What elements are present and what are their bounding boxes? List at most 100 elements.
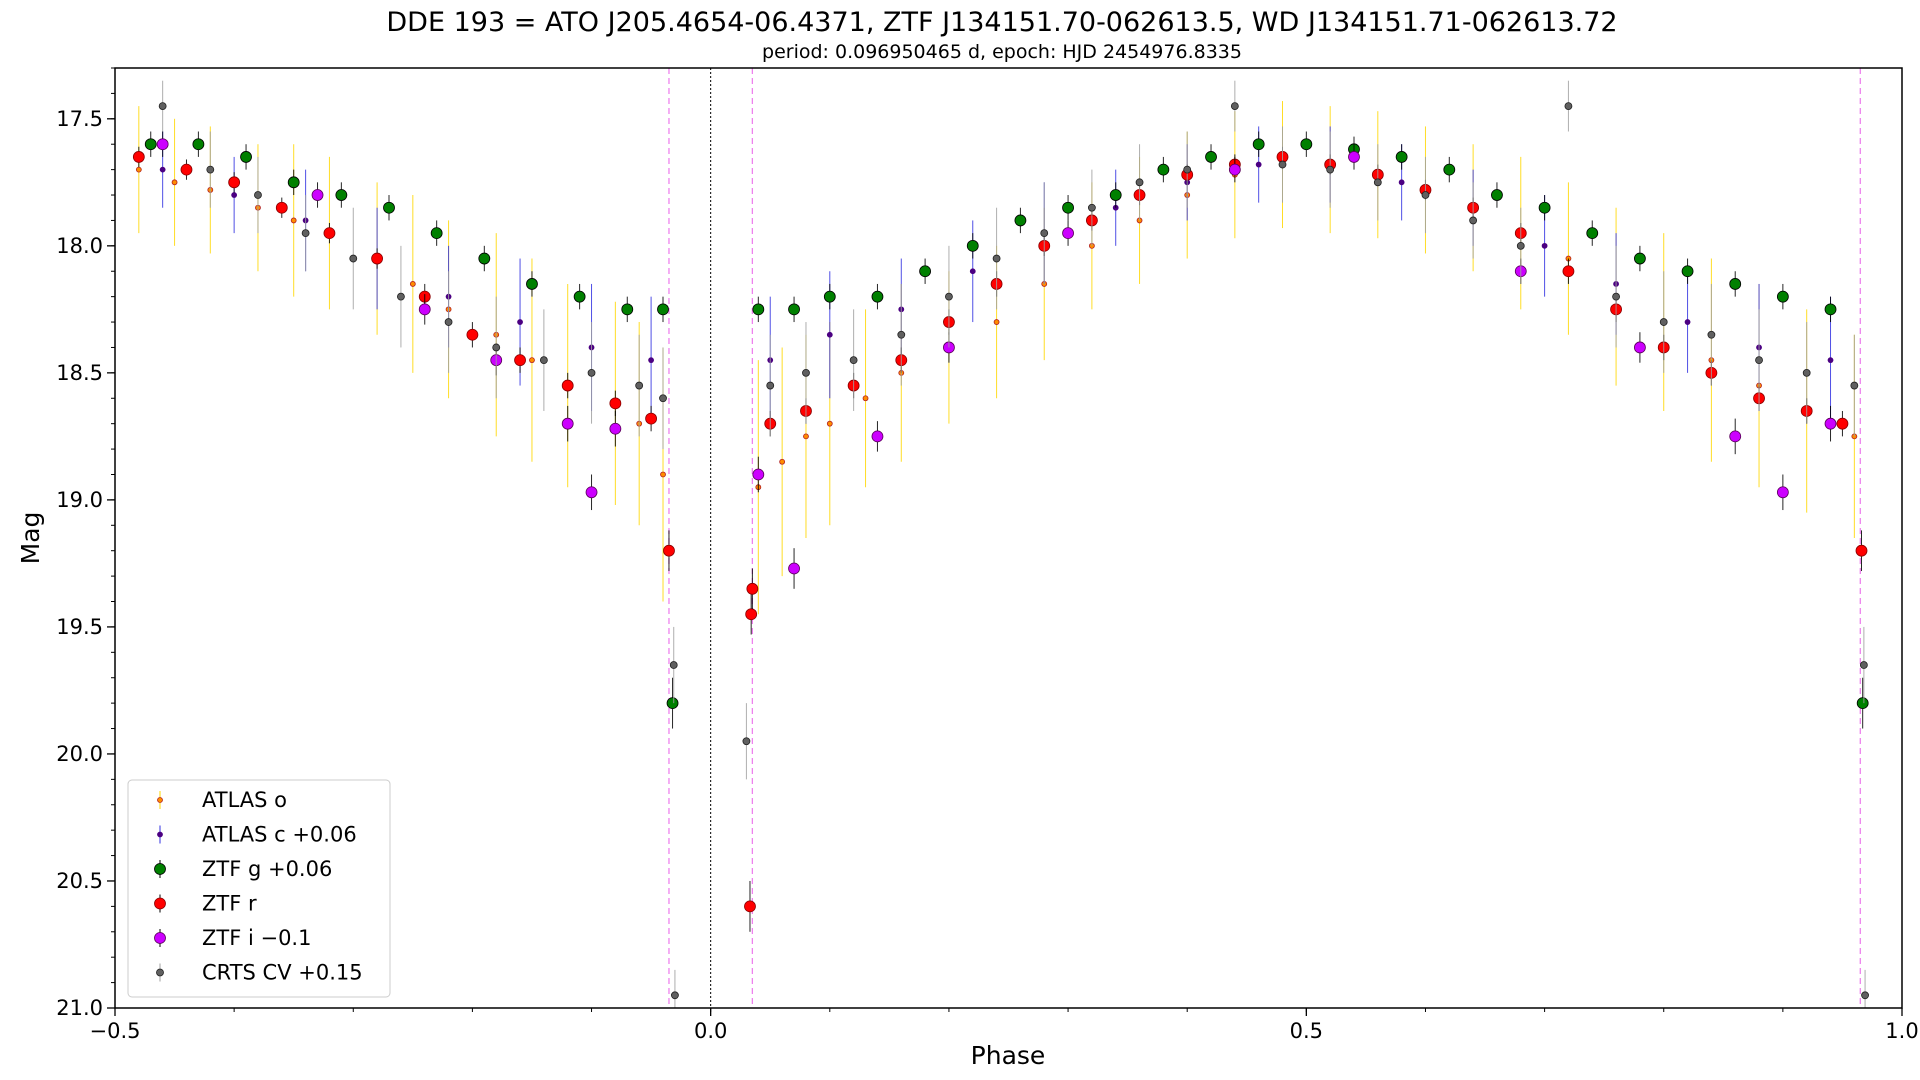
- data-point: [849, 356, 858, 365]
- data-point: [573, 290, 586, 303]
- data-point: [666, 697, 679, 710]
- data-point: [1856, 697, 1869, 710]
- data-point: [1634, 252, 1646, 265]
- data-point: [742, 737, 751, 746]
- data-point: [323, 227, 336, 240]
- data-point: [492, 343, 501, 352]
- data-point: [335, 189, 348, 201]
- data-point: [1491, 189, 1503, 201]
- data-point: [301, 229, 310, 238]
- x-tick-label: 1.0: [1885, 1019, 1918, 1043]
- data-point: [660, 471, 666, 478]
- data-point: [992, 254, 1001, 263]
- data-point: [1755, 356, 1763, 365]
- y-tick-label: 20.5: [56, 869, 103, 893]
- legend-entry: ZTF g +0.06: [154, 857, 332, 881]
- data-point: [1062, 227, 1074, 240]
- data-point: [862, 395, 869, 402]
- legend-entry: ZTF r: [154, 892, 257, 916]
- y-tick-label: 21.0: [56, 996, 103, 1020]
- data-point: [397, 292, 405, 301]
- data-point: [1861, 991, 1869, 1000]
- data-point: [788, 303, 800, 316]
- data-point: [409, 281, 416, 287]
- data-point: [1087, 203, 1096, 212]
- data-point: [746, 582, 759, 595]
- data-point: [349, 254, 358, 263]
- data-point: [1776, 486, 1789, 499]
- data-point: [132, 151, 145, 163]
- legend-marker: [154, 932, 166, 944]
- data-point: [1183, 165, 1192, 174]
- data-point: [1802, 368, 1811, 377]
- data-point: [1541, 242, 1548, 249]
- legend-entry: CRTS CV +0.15: [156, 961, 363, 985]
- data-point: [311, 189, 324, 201]
- data-point: [1586, 227, 1599, 240]
- data-point: [275, 201, 288, 214]
- legend-marker: [154, 863, 166, 875]
- data-point: [752, 468, 765, 481]
- data-point: [1395, 151, 1408, 163]
- x-axis-ticks: −0.5 0.0 0.5 1.0: [90, 1008, 1919, 1043]
- data-point: [1684, 319, 1691, 325]
- series-group: [144, 131, 1869, 729]
- data-point: [1373, 178, 1382, 187]
- data-point: [823, 290, 836, 303]
- data-point: [371, 252, 383, 265]
- plot-area: [114, 67, 1903, 1009]
- data-point: [478, 252, 491, 265]
- data-point: [1443, 163, 1456, 176]
- data-point: [156, 138, 169, 151]
- data-point: [659, 394, 667, 403]
- data-point: [254, 191, 262, 199]
- data-point: [1681, 265, 1694, 278]
- legend-entry: ATLAS o: [157, 788, 287, 812]
- data-point: [993, 319, 1000, 325]
- data-point: [1278, 160, 1287, 169]
- data-point: [231, 192, 238, 198]
- data-point: [657, 303, 669, 316]
- data-point: [1157, 163, 1170, 176]
- data-point: [919, 265, 932, 278]
- data-point: [1300, 138, 1313, 151]
- data-point: [1659, 318, 1668, 326]
- data-point: [752, 303, 765, 316]
- data-point: [744, 900, 756, 913]
- legend-label: ZTF r: [202, 892, 257, 916]
- data-point: [1469, 216, 1478, 225]
- data-point: [228, 176, 241, 189]
- data-point: [135, 166, 142, 173]
- data-point: [1205, 151, 1217, 163]
- data-point: [1348, 151, 1360, 163]
- y-tick-label: 20.0: [56, 742, 103, 766]
- data-point: [871, 290, 884, 303]
- series-group: [132, 146, 1868, 932]
- y-tick-label: 19.0: [56, 488, 103, 512]
- data-point: [871, 430, 884, 443]
- chart-title: DDE 193 = ATO J205.4654-06.4371, ZTF J13…: [386, 7, 1617, 38]
- legend: ATLAS o ATLAS c +0.06 ZTF g +0.06 ZTF r ZTF …: [127, 779, 391, 998]
- y-tick-label: 17.5: [56, 107, 103, 131]
- data-point: [1836, 417, 1849, 430]
- legend-label: CRTS CV +0.15: [202, 961, 363, 985]
- data-point: [645, 412, 657, 425]
- data-point: [1564, 102, 1573, 111]
- data-point: [803, 433, 809, 440]
- data-point: [1729, 430, 1742, 443]
- series-group: [158, 80, 1869, 1008]
- legend-label: ATLAS c +0.06: [202, 823, 357, 847]
- data-points: [132, 80, 1869, 1008]
- data-point: [669, 661, 678, 669]
- data-point: [287, 176, 300, 189]
- data-point: [1612, 292, 1620, 301]
- data-point: [766, 381, 775, 390]
- data-point: [1562, 265, 1575, 278]
- data-point: [671, 991, 679, 1000]
- data-point: [171, 179, 178, 186]
- data-point: [1707, 330, 1716, 339]
- x-tick-label: 0.5: [1290, 1019, 1323, 1043]
- y-axis-label: Mag: [16, 512, 45, 565]
- data-point: [1135, 178, 1144, 187]
